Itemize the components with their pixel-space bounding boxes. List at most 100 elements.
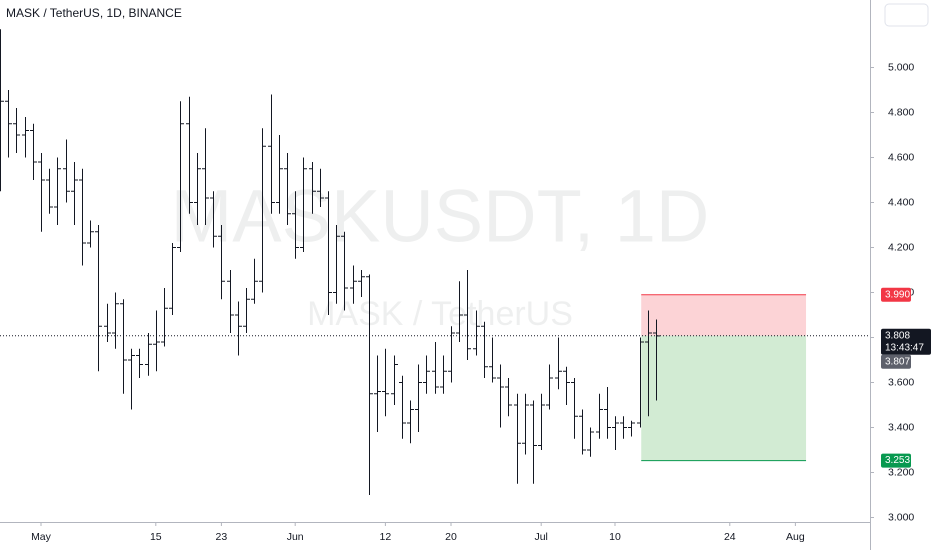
ohlc-bar [456, 281, 463, 342]
x-tick-label: 10 [609, 531, 621, 543]
ohlc-bar [22, 117, 29, 158]
ohlc-bar [161, 288, 168, 347]
ohlc-bar [481, 321, 488, 378]
ohlc-bar [350, 265, 357, 304]
ohlc-bar [276, 135, 283, 214]
x-tick-label: 23 [216, 531, 228, 543]
x-tick-label: Jun [287, 531, 304, 543]
ohlc-bar [522, 393, 529, 455]
ohlc-bar [555, 337, 562, 390]
ohlc-bar [128, 348, 135, 410]
x-tick-label: 12 [380, 531, 392, 543]
ohlc-bar [153, 310, 160, 372]
ohlc-bar [194, 153, 201, 225]
target-label-box [881, 453, 911, 468]
y-tick-label: 3.000 [888, 511, 914, 523]
ohlc-bar [464, 270, 471, 360]
ohlc-bar [374, 355, 381, 432]
ohlc-bar [538, 393, 545, 450]
last-price-box [881, 354, 911, 369]
y-tick-label: 4.400 [888, 196, 914, 208]
ohlc-bar [579, 409, 586, 455]
stop-label-box [881, 287, 911, 302]
ohlc-bar [489, 337, 496, 383]
ohlc-bar [104, 303, 111, 342]
ohlc-bar [202, 128, 209, 225]
ohlc-bar [145, 333, 152, 376]
ohlc-bar [259, 128, 266, 293]
x-tick-label: May [31, 531, 52, 543]
y-tick-label: 4.600 [888, 151, 914, 163]
watermark-subtitle: MASK / TetherUS [307, 295, 573, 333]
ohlc-bar [227, 270, 234, 333]
x-tick-label: Aug [786, 531, 805, 543]
ohlc-bar [13, 108, 20, 153]
ohlc-bar [448, 326, 455, 383]
ohlc-bar [79, 168, 86, 266]
y-tick-label: 3.400 [888, 421, 914, 433]
entry-label-box [881, 328, 931, 355]
ohlc-bar [653, 319, 660, 401]
ohlc-bar [5, 90, 12, 158]
ohlc-bar [177, 101, 184, 252]
ohlc-bar [628, 420, 635, 437]
ohlc-bar [30, 123, 37, 180]
ohlc-bar [382, 348, 389, 417]
watermark: MASKUSDT, 1D [171, 175, 710, 258]
ohlc-bar [210, 191, 217, 248]
ohlc-bar [54, 157, 61, 225]
ohlc-bar [63, 139, 70, 203]
ohlc-bar [587, 427, 594, 457]
ohlc-bar [284, 153, 291, 225]
ohlc-bar [530, 400, 537, 484]
ohlc-bar [546, 364, 553, 410]
chart-title: MASK / TetherUS, 1D, BINANCE [6, 6, 182, 20]
ohlc-bar [415, 364, 422, 432]
stop-zone [641, 294, 807, 336]
y-tick-label: 3.200 [888, 466, 914, 478]
ohlc-bar [218, 225, 225, 300]
ohlc-bar [243, 288, 250, 333]
ohlc-bar [596, 393, 603, 439]
ohlc-bar [120, 299, 127, 394]
y-tick-label: 5.000 [888, 61, 914, 73]
ohlc-bar [563, 366, 570, 405]
settings-box[interactable] [884, 3, 929, 27]
ohlc-bar [497, 364, 504, 428]
ohlc-bar [38, 153, 45, 232]
ohlc-bar [0, 29, 4, 192]
ohlc-bar [87, 220, 94, 248]
ohlc-bar [325, 191, 332, 315]
x-tick-label: 15 [150, 531, 162, 543]
ohlc-bar [235, 301, 242, 356]
ohlc-bar [612, 416, 619, 450]
ohlc-bar [391, 355, 398, 405]
x-tick-label: Jul [534, 531, 547, 543]
x-tick-label: 24 [724, 531, 736, 543]
ohlc-bar [309, 162, 316, 214]
ohlc-bar [341, 231, 348, 311]
watermark-group: MASKUSDT, 1D MASK / TetherUS [171, 175, 710, 333]
ohlc-bar [95, 225, 102, 372]
ohlc-bar [292, 191, 299, 259]
ohlc-bar [112, 292, 119, 349]
ohlc-bar [136, 348, 143, 378]
stop-label: 3.990 [885, 289, 910, 300]
ohlc-bar [268, 94, 275, 214]
target-label: 3.253 [885, 455, 910, 466]
ohlc-bar [514, 393, 521, 484]
y-tick-label: 4.200 [888, 241, 914, 253]
target-zone [641, 335, 807, 461]
ohlc-bar [186, 96, 193, 214]
y-tick-label: 3.600 [888, 376, 914, 388]
ohlc-bar [251, 258, 258, 304]
ohlc-bar [169, 243, 176, 315]
ohlc-bar [637, 337, 644, 428]
ohlc-bar [399, 375, 406, 439]
x-tick-label: 20 [445, 531, 457, 543]
ohlc-bar [423, 355, 430, 394]
last-price-label: 3.807 [885, 356, 910, 367]
